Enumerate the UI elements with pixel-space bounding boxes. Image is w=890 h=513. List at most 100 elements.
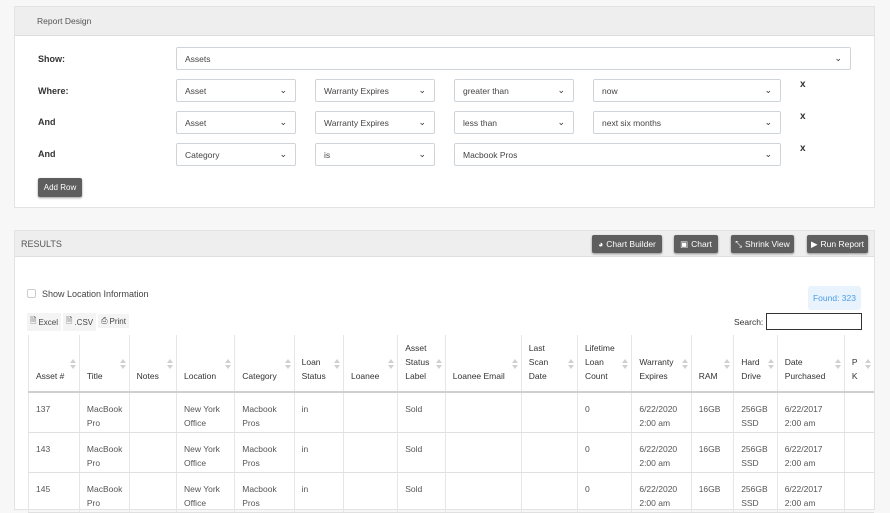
value-select[interactable]: next six months ⌄: [593, 111, 781, 134]
table-cell: [128, 472, 177, 513]
shrink-view-button[interactable]: ⤡ Shrink View: [731, 235, 794, 253]
column-header[interactable]: Warranty Expires: [631, 335, 692, 393]
table-cell: 0: [576, 472, 632, 513]
table-cell: 0: [576, 432, 632, 473]
report-design-panel: Report Design Show: Assets ⌄ Where: Asset…: [14, 6, 875, 208]
field1-select[interactable]: Asset ⌄: [176, 79, 296, 102]
column-header-label: Hard Drive: [741, 357, 762, 381]
table-cell: [520, 392, 578, 433]
operator-select[interactable]: is ⌄: [315, 143, 435, 166]
column-header[interactable]: Hard Drive: [733, 335, 778, 393]
results-panel: RESULTS ◕ Chart Builder ▣ Chart ⤡ Shrink Vi…: [14, 230, 875, 513]
table-cell: 16GB: [690, 432, 734, 473]
column-header-label: Warranty Expires: [639, 357, 674, 381]
operator-select[interactable]: greater than ⌄: [454, 79, 574, 102]
report-design-title: Report Design: [37, 16, 92, 26]
sort-icon: [622, 359, 629, 370]
table-row[interactable]: 137 MacBook Pro New York Office Macbook Pro…: [28, 392, 874, 433]
table-cell: [843, 432, 874, 473]
sort-icon: [865, 359, 871, 370]
column-header[interactable]: Notes: [128, 335, 177, 393]
run-report-button[interactable]: ▶ Run Report: [807, 235, 868, 253]
remove-row-icon[interactable]: x: [800, 79, 806, 90]
remove-row-icon[interactable]: x: [800, 111, 806, 122]
field1-select[interactable]: Asset ⌄: [176, 111, 296, 134]
table-row[interactable]: 143 MacBook Pro New York Office Macbook Pro…: [28, 432, 874, 473]
table-cell: 143: [28, 432, 80, 473]
column-header[interactable]: Lifetime Loan Count: [576, 335, 632, 393]
print-button[interactable]: ⎙ Print: [98, 314, 129, 328]
table-cell: [342, 472, 398, 513]
table-cell: New York Office: [175, 392, 235, 433]
search-label: Search:: [734, 317, 764, 327]
column-header[interactable]: P K: [843, 335, 874, 393]
table-cell: [520, 472, 578, 513]
chevron-down-icon: ⌄: [764, 149, 772, 159]
remove-row-icon[interactable]: x: [800, 143, 806, 154]
value-select[interactable]: now ⌄: [593, 79, 781, 102]
column-header-label: Title: [86, 371, 103, 381]
table-cell: in: [293, 432, 344, 473]
row-label: And: [38, 117, 56, 127]
excel-button[interactable]: 🗎 Excel: [27, 313, 61, 331]
results-header: RESULTS: [15, 231, 874, 257]
column-header[interactable]: Loanee Email: [444, 335, 522, 393]
results-table: Asset # Title Notes Location Category Loan St…: [28, 335, 874, 513]
table-cell: [843, 392, 874, 433]
table-row[interactable]: 145 MacBook Pro New York Office Macbook Pro…: [28, 472, 874, 513]
column-header[interactable]: Date Purchased: [776, 335, 845, 393]
table-cell: in: [293, 472, 344, 513]
sort-icon: [225, 359, 232, 370]
table-cell: [444, 392, 522, 433]
table-cell: 6/22/2020 2:00 am: [631, 432, 692, 473]
sort-icon: [724, 359, 731, 370]
column-header-label: Notes: [136, 371, 159, 381]
column-header[interactable]: Category: [234, 335, 295, 393]
found-count-badge: Found: 323: [808, 286, 861, 310]
results-title: RESULTS: [21, 238, 62, 249]
chevron-down-icon: ⌄: [557, 85, 565, 95]
value-select[interactable]: Macbook Pros ⌄: [454, 143, 781, 166]
field2-select[interactable]: Warranty Expires ⌄: [315, 111, 435, 134]
column-header-label: Loanee: [350, 371, 380, 381]
column-header[interactable]: Loan Status: [293, 335, 344, 393]
export-buttons: 🗎 Excel 🗎 .CSV ⎙ Print: [27, 313, 131, 331]
column-header[interactable]: RAM: [690, 335, 734, 393]
sort-icon: [834, 359, 841, 370]
sort-icon: [284, 359, 291, 370]
chart-button[interactable]: ▣ Chart: [674, 235, 718, 253]
table-cell: Macbook Pros: [234, 432, 295, 473]
chart-builder-button[interactable]: ◕ Chart Builder: [592, 235, 662, 253]
field2-select[interactable]: Warranty Expires ⌄: [315, 79, 435, 102]
show-select[interactable]: Assets ⌄: [176, 47, 851, 70]
table-cell: 6/22/2017 2:00 am: [776, 392, 845, 433]
sort-icon: [167, 359, 173, 370]
table-cell: [444, 472, 522, 513]
table-cell: New York Office: [175, 472, 235, 513]
csv-button[interactable]: 🗎 .CSV: [63, 313, 97, 331]
operator-select[interactable]: less than ⌄: [454, 111, 574, 134]
table-header-row: Asset # Title Notes Location Category Loan St…: [28, 335, 874, 393]
row-label: Where:: [38, 86, 69, 96]
column-header-label: RAM: [698, 371, 718, 381]
column-header-label: Location: [184, 371, 217, 381]
table-cell: 6/22/2020 2:00 am: [631, 472, 692, 513]
show-location-checkbox[interactable]: [27, 289, 36, 298]
column-header[interactable]: Title: [78, 335, 130, 393]
table-cell: 16GB: [690, 472, 734, 513]
column-header-label: Asset Status Label: [405, 343, 430, 381]
table-cell: 6/22/2020 2:00 am: [631, 392, 692, 433]
column-header[interactable]: Last Scan Date: [520, 335, 578, 393]
report-design-header: Report Design: [15, 7, 874, 36]
field1-select[interactable]: Category ⌄: [176, 143, 296, 166]
table-cell: New York Office: [175, 432, 235, 473]
add-row-button[interactable]: Add Row: [38, 178, 82, 197]
column-header[interactable]: Location: [175, 335, 235, 393]
table-cell: in: [293, 392, 344, 433]
column-header[interactable]: Asset Status Label: [397, 335, 446, 393]
table-cell: MacBook Pro: [78, 432, 130, 473]
search-input[interactable]: [766, 313, 862, 330]
table-cell: Macbook Pros: [234, 472, 295, 513]
column-header[interactable]: Asset #: [28, 335, 80, 393]
column-header[interactable]: Loanee: [342, 335, 398, 393]
